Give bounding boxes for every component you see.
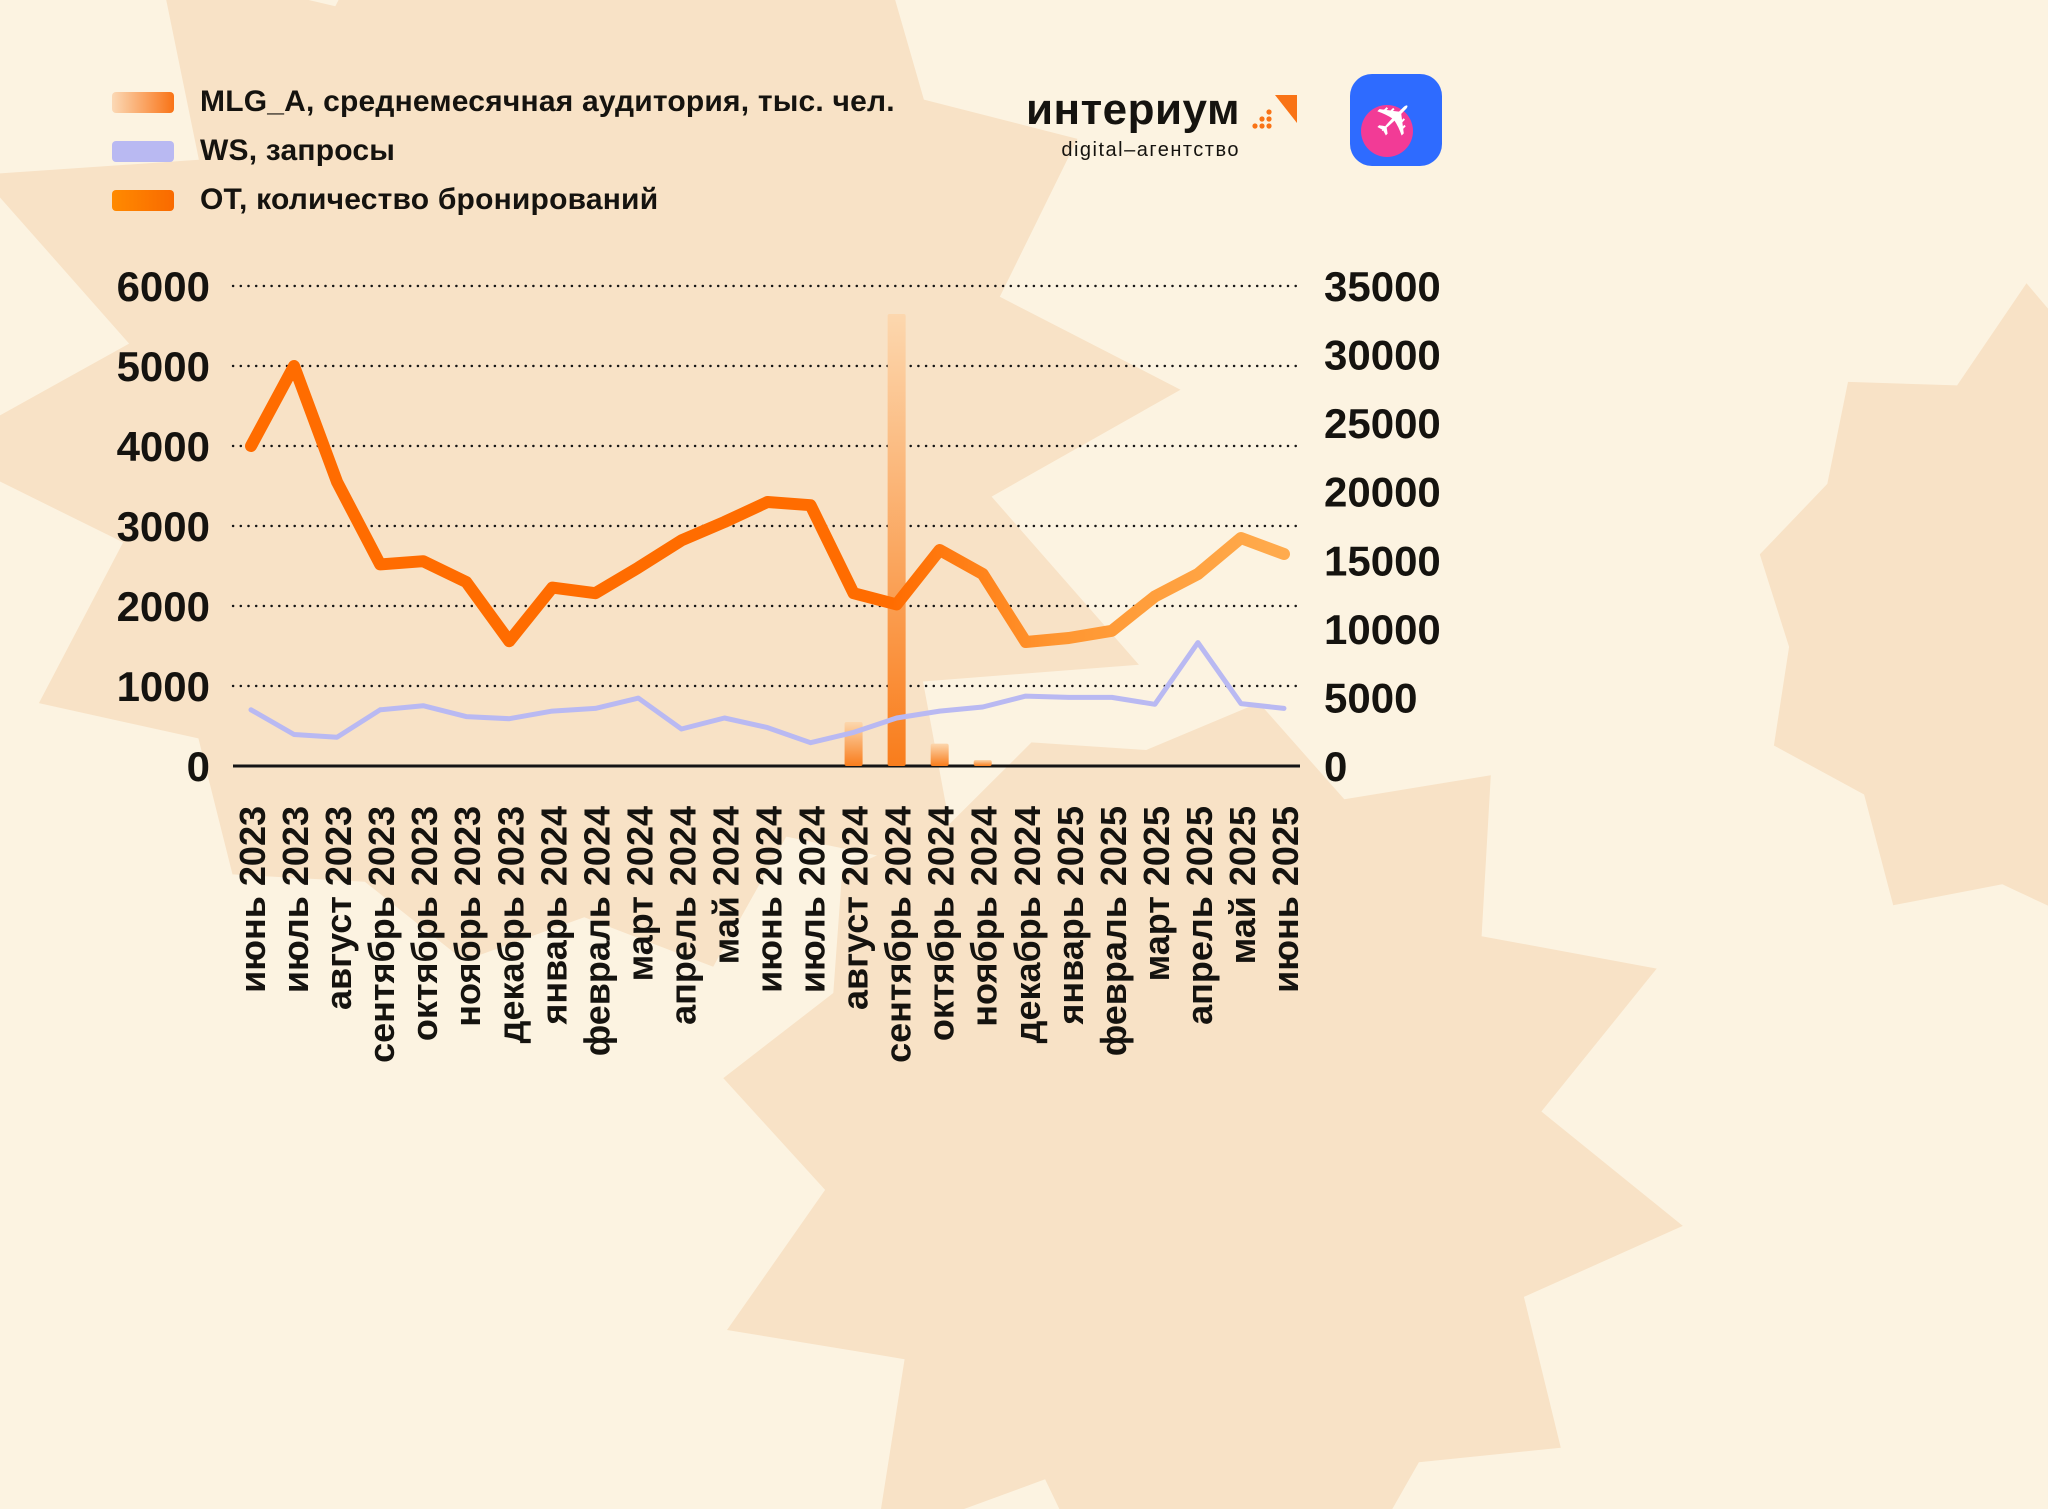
bar-mlga: [930, 743, 949, 766]
right-axis-labels: 0 5000 10000 15000 20000 25000 30000 35000: [1324, 263, 1441, 790]
x-axis-label: август 2024: [835, 806, 876, 1010]
ot-line: [245, 360, 1290, 648]
x-axis-label: сентябрь 2023: [361, 806, 402, 1063]
legend-swatch-ws: [112, 140, 174, 162]
legend-swatch-ot: [112, 189, 174, 211]
x-axis-label: август 2023: [318, 806, 359, 1010]
x-axis-label: октябрь 2024: [921, 806, 962, 1041]
x-axis-labels: июнь 2023 июль 2023 август 2023 сентябрь 20…: [232, 806, 1306, 1063]
svg-text:6000: 6000: [117, 263, 210, 310]
legend-item-ot: ОТ, количество бронирований: [112, 183, 895, 216]
svg-text:35000: 35000: [1324, 263, 1441, 310]
brand-row: интериум: [1026, 88, 1300, 134]
brand-tagline: digital–агентство: [1061, 139, 1240, 161]
x-axis-label: май 2025: [1222, 806, 1263, 964]
x-axis-label: декабрь 2024: [1007, 806, 1048, 1043]
x-axis-label: сентябрь 2024: [878, 806, 919, 1063]
svg-text:15000: 15000: [1324, 537, 1441, 584]
svg-text:1000: 1000: [117, 663, 210, 710]
svg-text:30000: 30000: [1324, 332, 1441, 379]
bar-mlga: [973, 760, 992, 766]
decor-blob: [723, 702, 1683, 1509]
x-axis-label: апрель 2024: [662, 806, 703, 1025]
app-icon-pink-circle: [1361, 105, 1413, 157]
svg-text:20000: 20000: [1324, 469, 1441, 516]
x-axis-label: декабрь 2023: [490, 806, 531, 1043]
legend-swatch-mlga: [112, 91, 174, 113]
decor-blob: [1759, 283, 2048, 906]
brand-logo: интериум digital–агентство: [1026, 88, 1300, 162]
bar-mlga: [887, 314, 906, 766]
svg-text:5000: 5000: [1324, 674, 1417, 721]
x-axis-label: март 2025: [1136, 806, 1177, 981]
x-axis-label: ноябрь 2024: [964, 806, 1005, 1027]
legend-label-ws: WS, запросы: [200, 134, 396, 167]
svg-text:5000: 5000: [117, 343, 210, 390]
x-axis-label: март 2024: [619, 806, 660, 981]
gridlines: [231, 284, 1302, 768]
x-axis-label: январь 2024: [533, 806, 574, 1026]
svg-text:0: 0: [1324, 743, 1347, 790]
legend-item-mlga: MLG_A, среднемесячная аудитория, тыс. че…: [112, 85, 895, 118]
svg-text:4000: 4000: [117, 423, 210, 470]
x-axis-label: июль 2023: [275, 806, 316, 993]
decor-blob: [0, 0, 1181, 967]
legend-item-ws: WS, запросы: [112, 134, 895, 167]
left-axis-labels: 0 1000 2000 3000 4000 5000 6000: [117, 263, 210, 790]
ws-line: [248, 640, 1287, 746]
x-axis-label: май 2024: [705, 806, 746, 964]
brand-wordmark: интериум: [1025, 85, 1240, 134]
x-axis-label: январь 2025: [1050, 806, 1091, 1026]
app-icon-plane: ✈: [1350, 74, 1442, 166]
svg-text:10000: 10000: [1324, 606, 1441, 653]
x-axis-label: июль 2024: [792, 806, 833, 993]
x-axis-label: июнь 2025: [1265, 806, 1306, 993]
x-axis-label: февраль 2025: [1093, 806, 1134, 1056]
svg-text:0: 0: [187, 743, 210, 790]
svg-text:2000: 2000: [117, 583, 210, 630]
legend-label-mlga: MLG_A, среднемесячная аудитория, тыс. че…: [200, 85, 895, 118]
legend-label-ot: ОТ, количество бронирований: [200, 183, 659, 216]
x-axis-label: октябрь 2023: [404, 806, 445, 1041]
svg-text:3000: 3000: [117, 503, 210, 550]
x-axis-label: ноябрь 2023: [447, 806, 488, 1027]
brand-mark-icon: [1252, 95, 1297, 129]
svg-text:25000: 25000: [1324, 400, 1441, 447]
chart-legend: MLG_A, среднемесячная аудитория, тыс. че…: [112, 85, 895, 216]
x-axis-label: февраль 2024: [576, 806, 617, 1056]
x-axis-label: апрель 2025: [1179, 806, 1220, 1025]
x-axis-label: июнь 2024: [749, 806, 790, 993]
bar-series-mlga: [844, 314, 992, 766]
x-axis-label: июнь 2023: [232, 806, 273, 993]
